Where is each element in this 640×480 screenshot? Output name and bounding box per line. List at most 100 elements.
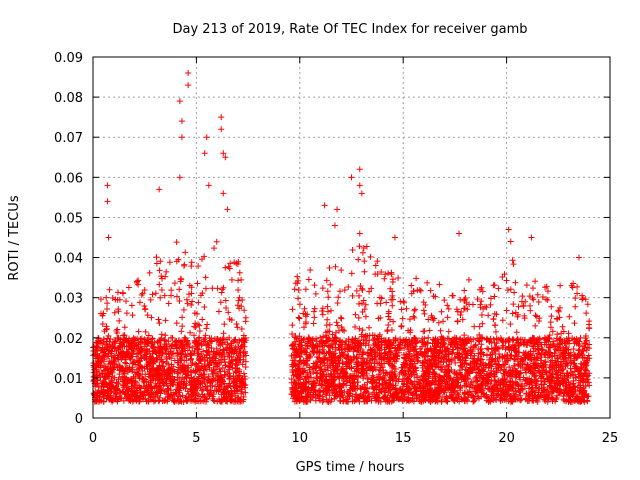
data-point <box>491 282 498 289</box>
data-point <box>236 294 243 301</box>
data-point <box>214 285 221 292</box>
data-point <box>334 300 341 307</box>
data-point <box>141 305 148 312</box>
data-point <box>181 261 188 268</box>
data-point <box>202 274 209 281</box>
data-point <box>123 360 130 367</box>
data-point <box>411 307 418 314</box>
data-point <box>183 357 190 364</box>
data-point <box>121 324 128 331</box>
data-point <box>95 335 102 342</box>
data-point <box>356 300 363 307</box>
data-point <box>150 343 157 350</box>
data-point <box>395 275 402 282</box>
data-point <box>209 355 216 362</box>
data-point <box>384 328 391 335</box>
data-point <box>141 287 148 294</box>
data-point <box>225 382 232 389</box>
data-point <box>100 339 107 346</box>
data-point <box>302 319 309 326</box>
data-point <box>172 341 179 348</box>
data-point <box>201 336 208 343</box>
data-point <box>168 355 175 362</box>
data-point <box>158 331 165 338</box>
data-point <box>175 256 182 263</box>
data-point <box>137 336 144 343</box>
data-point <box>178 343 185 350</box>
data-point <box>133 353 140 360</box>
data-point <box>366 324 373 331</box>
data-point <box>150 364 157 371</box>
data-point <box>135 277 142 284</box>
data-point <box>182 385 189 392</box>
data-point <box>291 286 298 293</box>
data-point <box>114 289 121 296</box>
data-point <box>426 327 433 334</box>
data-point <box>203 325 210 332</box>
data-point <box>513 329 520 336</box>
data-point <box>240 336 247 343</box>
data-point <box>153 254 160 261</box>
data-point <box>242 314 249 321</box>
data-point <box>157 294 164 301</box>
data-point <box>535 299 542 306</box>
data-point <box>548 313 555 320</box>
data-point <box>221 368 228 375</box>
data-point <box>105 332 112 339</box>
data-point <box>182 249 189 256</box>
data-point <box>532 322 539 329</box>
data-point <box>161 388 168 395</box>
data-point <box>187 351 194 358</box>
data-point <box>203 395 210 402</box>
data-point <box>152 290 159 297</box>
data-point <box>179 323 186 330</box>
data-point <box>158 376 165 383</box>
data-point <box>109 398 116 405</box>
data-point <box>141 343 148 350</box>
data-point <box>168 287 175 294</box>
data-point <box>339 326 346 333</box>
data-point <box>420 307 427 314</box>
data-point <box>194 341 201 348</box>
data-point <box>338 315 345 322</box>
data-point <box>183 296 190 303</box>
data-point <box>420 328 427 335</box>
data-point <box>159 275 166 282</box>
data-point <box>228 317 235 324</box>
data-point <box>327 281 334 288</box>
data-point <box>179 314 186 321</box>
data-point <box>367 253 374 260</box>
data-point <box>158 273 165 280</box>
data-point <box>156 267 163 274</box>
data-point <box>145 332 152 339</box>
data-point <box>538 346 545 353</box>
data-point <box>195 373 202 380</box>
data-point <box>324 288 331 295</box>
data-point <box>144 312 151 319</box>
data-point <box>206 355 213 362</box>
data-point <box>174 350 181 357</box>
data-point <box>510 261 517 268</box>
data-point <box>137 346 144 353</box>
data-point <box>162 273 169 280</box>
data-point <box>234 324 241 331</box>
data-point <box>566 313 573 320</box>
data-point <box>134 357 141 364</box>
data-points <box>90 70 593 405</box>
data-point <box>557 282 564 289</box>
data-point <box>421 310 428 317</box>
data-point <box>101 356 108 363</box>
data-point <box>510 301 517 308</box>
data-point <box>319 307 326 314</box>
data-point <box>221 321 228 328</box>
data-point <box>177 356 184 363</box>
data-point <box>235 297 242 304</box>
data-point <box>241 339 248 346</box>
data-point <box>398 322 405 329</box>
data-point <box>166 365 173 372</box>
data-point <box>205 344 212 351</box>
data-point <box>503 307 510 314</box>
data-point <box>507 286 514 293</box>
data-point <box>233 358 240 365</box>
data-point <box>95 363 102 370</box>
